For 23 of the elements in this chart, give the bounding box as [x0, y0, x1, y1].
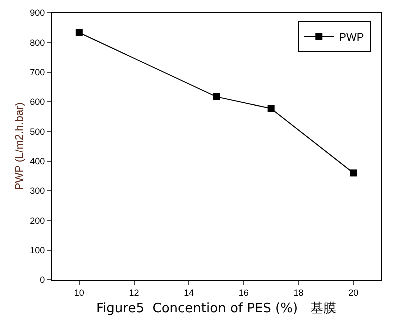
- y-tick-label: 0: [40, 275, 46, 286]
- x-tick-label: 18: [294, 288, 304, 298]
- y-tick-label: 900: [30, 8, 46, 18]
- x-tick-label: 16: [238, 288, 249, 298]
- y-tick-label: 100: [30, 245, 46, 256]
- point: [268, 105, 275, 112]
- y-tick-label: 600: [30, 97, 46, 108]
- y-tick-label: 500: [30, 126, 46, 137]
- x-tick-label: 10: [74, 288, 84, 298]
- point: [350, 170, 358, 177]
- x-axis-title: Figure5 Concention of PES (%) 基膜: [96, 301, 336, 316]
- y-tick-label: 800: [30, 38, 46, 48]
- legend-label: PWP: [339, 32, 364, 44]
- x-tick-label: 14: [184, 288, 194, 298]
- y-axis-title: PWP (L/m2.h.bar): [14, 102, 26, 190]
- y-tick-label: 700: [30, 67, 46, 78]
- y-tick-label: 300: [30, 186, 46, 196]
- point: [213, 93, 220, 100]
- y-tick-label: 200: [30, 216, 46, 226]
- y-tick-label: 400: [30, 156, 46, 166]
- x-tick-label: 12: [129, 288, 140, 298]
- x-tick-label: 20: [348, 288, 359, 298]
- point: [76, 29, 83, 36]
